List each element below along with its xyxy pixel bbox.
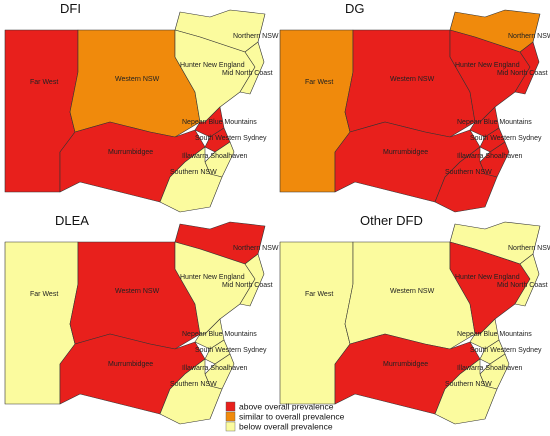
region [514,253,540,307]
legend-label: similar to overall prevalence [239,411,345,421]
region-label: Southern NSW [445,381,492,388]
region-label: Far West [30,79,58,86]
region-label: Northern NSW [233,33,279,40]
region-label: Mid North Coast [222,70,273,77]
region-label: Hunter New England [180,62,245,69]
region-label: Murrumbidgee [383,361,428,368]
region [449,29,531,123]
panel-title: DG [345,1,365,16]
region-label: Murrumbidgee [383,149,428,156]
region-label: Illawarra Shoalhaven [457,365,522,372]
region-label: Northern NSW [233,245,279,252]
region [159,146,223,213]
panel-title: Other DFD [360,213,423,228]
legend-label: below overall prevalence [239,421,333,431]
region-label: Hunter New England [455,62,520,69]
region-label: Far West [305,79,333,86]
map-panel: Far West Western NSW Northern NSW Hunter Ne… [279,9,550,213]
region-label: Nepean Blue Mountains [182,331,257,338]
legend-label: above overall prevalence [239,401,334,411]
region-label: Far West [305,291,333,298]
legend-swatch [225,411,236,422]
region [514,41,540,95]
region-label: Illawarra Shoalhaven [182,153,247,160]
region [239,253,265,307]
region-label: Murrumbidgee [108,149,153,156]
region-label: Illawarra Shoalhaven [182,365,247,372]
legend-swatch [225,421,236,432]
region-label: South Western Sydney [470,135,542,142]
region [174,241,256,335]
region-label: South Western Sydney [195,347,267,354]
region-label: Mid North Coast [497,282,548,289]
region-label: Mid North Coast [497,70,548,77]
panel-title: DLEA [55,213,89,228]
region-label: Northern NSW [508,245,550,252]
map-panel: Far West Western NSW Northern NSW Hunter Ne… [279,221,550,425]
region-label: Nepean Blue Mountains [457,331,532,338]
region [434,358,498,425]
legend-swatch [225,401,236,412]
region-label: Western NSW [390,288,435,295]
region-label: South Western Sydney [195,135,267,142]
region-label: South Western Sydney [470,347,542,354]
map-panel: Far West Western NSW Northern NSW Hunter Ne… [4,9,279,213]
region-label: Far West [30,291,58,298]
region-label: Southern NSW [445,169,492,176]
region-label: Murrumbidgee [108,361,153,368]
region-label: Western NSW [115,76,160,83]
region [159,358,223,425]
region-label: Western NSW [390,76,435,83]
region-label: Illawarra Shoalhaven [457,153,522,160]
region [239,41,265,95]
region-label: Western NSW [115,288,160,295]
region-label: Northern NSW [508,33,550,40]
region [174,29,256,123]
region-label: Nepean Blue Mountains [457,119,532,126]
region-label: Nepean Blue Mountains [182,119,257,126]
region-label: Southern NSW [170,381,217,388]
region-label: Mid North Coast [222,282,273,289]
region [434,146,498,213]
region [449,241,531,335]
region-label: Hunter New England [180,274,245,281]
region-label: Hunter New England [455,274,520,281]
map-panel: Far West Western NSW Northern NSW Hunter Ne… [4,221,279,425]
panel-title: DFI [60,1,81,16]
region-label: Southern NSW [170,169,217,176]
